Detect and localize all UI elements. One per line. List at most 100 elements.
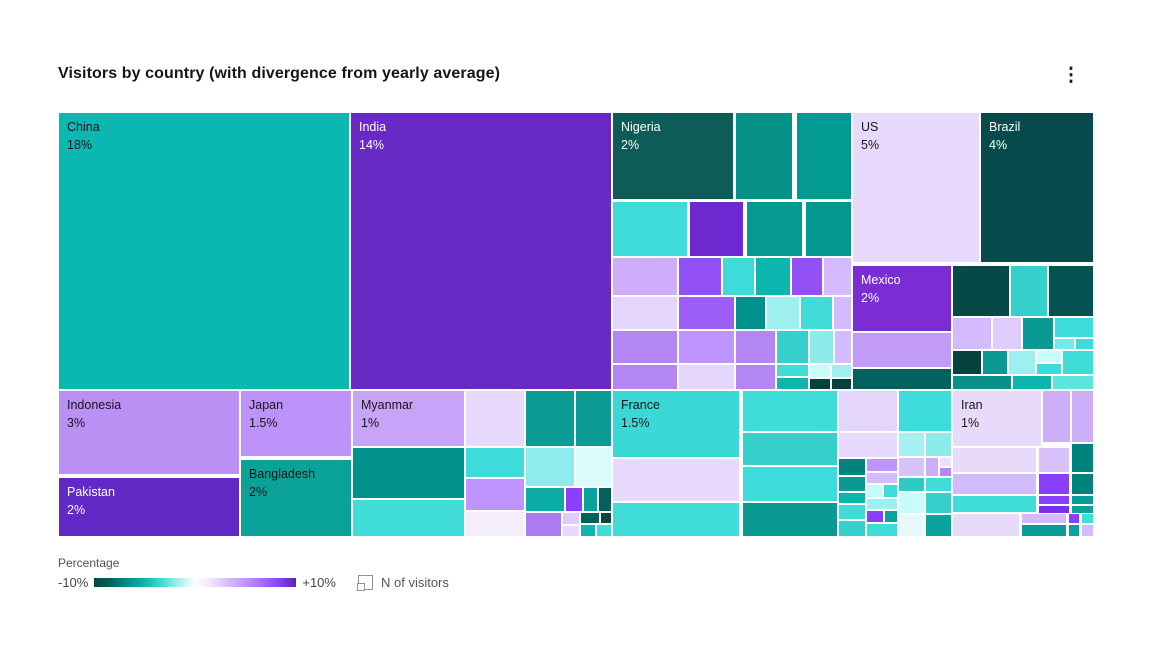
treemap-cell[interactable]	[866, 458, 898, 472]
treemap-cell-pakistan[interactable]: Pakistan 2%	[58, 477, 240, 537]
treemap-cell[interactable]	[612, 502, 740, 537]
treemap-cell[interactable]	[939, 457, 952, 467]
legend-size-label[interactable]: N of visitors	[380, 575, 449, 590]
treemap-cell[interactable]	[465, 390, 525, 447]
treemap-cell[interactable]	[1054, 317, 1094, 338]
treemap-cell[interactable]	[525, 512, 562, 537]
treemap-cell[interactable]	[525, 390, 575, 447]
treemap-cell-mexico[interactable]: Mexico 2%	[852, 265, 952, 332]
treemap-cell[interactable]	[352, 499, 465, 537]
treemap-cell[interactable]	[866, 484, 883, 498]
treemap-cell[interactable]	[1021, 513, 1067, 524]
treemap-size-icon[interactable]	[357, 575, 373, 591]
treemap-cell[interactable]	[796, 112, 852, 200]
treemap-cell-china[interactable]: China 18%	[58, 112, 350, 390]
treemap-cell[interactable]	[612, 257, 678, 296]
treemap-cell[interactable]	[1038, 447, 1070, 473]
treemap-cell[interactable]	[952, 375, 1012, 390]
treemap-cell[interactable]	[898, 492, 925, 514]
treemap-cell[interactable]	[952, 265, 1010, 317]
treemap-cell[interactable]	[866, 472, 898, 484]
treemap-cell[interactable]	[925, 514, 952, 537]
treemap-cell[interactable]	[805, 201, 852, 257]
treemap-cell[interactable]	[1008, 350, 1036, 375]
treemap-cell[interactable]	[525, 487, 565, 512]
treemap-cell[interactable]	[831, 364, 852, 378]
treemap-cell[interactable]	[678, 257, 722, 296]
treemap-cell[interactable]	[925, 477, 952, 492]
treemap-cell[interactable]	[1042, 390, 1071, 443]
treemap-cell[interactable]	[776, 330, 809, 364]
treemap-cell[interactable]	[898, 514, 925, 537]
treemap-cell[interactable]	[1071, 390, 1094, 443]
overflow-menu-button[interactable]: ⋮	[1054, 58, 1088, 92]
treemap-cell[interactable]	[1081, 513, 1094, 524]
treemap-cell[interactable]	[992, 317, 1022, 350]
treemap-cell[interactable]	[735, 364, 776, 390]
treemap-cell-japan[interactable]: Japan 1.5%	[240, 390, 352, 457]
treemap-cell-indonesia[interactable]: Indonesia 3%	[58, 390, 240, 475]
treemap-cell[interactable]	[1048, 265, 1094, 317]
treemap-cell[interactable]	[776, 364, 809, 377]
treemap-cell-myanmar[interactable]: Myanmar 1%	[352, 390, 465, 447]
treemap-cell[interactable]	[838, 520, 866, 537]
treemap-cell[interactable]	[831, 378, 852, 390]
treemap-cell[interactable]	[1010, 265, 1048, 317]
treemap-cell[interactable]	[952, 317, 992, 350]
treemap-cell[interactable]	[612, 458, 740, 502]
treemap-cell-nigeria[interactable]: Nigeria 2%	[612, 112, 734, 200]
treemap-cell[interactable]	[580, 512, 600, 524]
treemap-cell[interactable]	[1081, 524, 1094, 537]
treemap-cell[interactable]	[898, 457, 925, 477]
treemap-cell[interactable]	[838, 476, 866, 492]
treemap-cell[interactable]	[952, 495, 1037, 513]
treemap-cell[interactable]	[952, 447, 1037, 473]
treemap-cell[interactable]	[884, 510, 898, 523]
treemap-cell[interactable]	[791, 257, 823, 296]
treemap-cell[interactable]	[925, 457, 939, 477]
treemap-cell[interactable]	[612, 296, 678, 330]
treemap-cell[interactable]	[823, 257, 852, 296]
treemap-cell[interactable]	[1068, 513, 1080, 524]
treemap-cell[interactable]	[689, 201, 744, 257]
treemap-cell[interactable]	[562, 525, 580, 537]
treemap-cell[interactable]	[612, 201, 688, 257]
treemap-cell[interactable]	[722, 257, 755, 296]
treemap-cell[interactable]	[742, 466, 838, 502]
treemap-cell-france[interactable]: France 1.5%	[612, 390, 740, 458]
treemap-cell[interactable]	[866, 498, 898, 510]
treemap-cell[interactable]	[1062, 350, 1094, 375]
treemap-cell[interactable]	[1075, 338, 1094, 350]
treemap-cell[interactable]	[742, 502, 838, 537]
treemap-cell[interactable]	[1071, 443, 1094, 473]
treemap-cell[interactable]	[838, 390, 898, 432]
treemap-cell[interactable]	[580, 524, 596, 537]
treemap-cell[interactable]	[866, 523, 898, 537]
treemap-cell[interactable]	[883, 484, 898, 498]
treemap-cell[interactable]	[1038, 473, 1070, 495]
treemap-cell[interactable]	[838, 504, 866, 520]
treemap-cell[interactable]	[766, 296, 800, 330]
treemap-cell-iran[interactable]: Iran 1%	[952, 390, 1042, 447]
treemap-cell[interactable]	[852, 368, 952, 390]
treemap-cell[interactable]	[852, 332, 952, 368]
treemap-cell[interactable]	[833, 296, 852, 330]
treemap-cell[interactable]	[800, 296, 833, 330]
treemap-cell[interactable]	[465, 511, 525, 537]
treemap-cell[interactable]	[925, 492, 952, 514]
treemap-cell[interactable]	[525, 447, 575, 487]
treemap-cell[interactable]	[1038, 495, 1070, 505]
treemap-cell[interactable]	[1068, 524, 1080, 537]
treemap-cell[interactable]	[735, 112, 793, 200]
treemap-cell[interactable]	[952, 350, 982, 375]
treemap-cell[interactable]	[1071, 473, 1094, 495]
treemap-cell[interactable]	[678, 330, 735, 364]
treemap-cell[interactable]	[465, 447, 525, 478]
treemap-cell-bangladesh[interactable]: Bangladesh 2%	[240, 459, 352, 537]
treemap-cell[interactable]	[465, 478, 525, 511]
treemap-cell[interactable]	[612, 364, 678, 390]
treemap-cell-india[interactable]: India 14%	[350, 112, 612, 390]
treemap-cell[interactable]	[838, 432, 898, 458]
treemap-cell-us[interactable]: US 5%	[852, 112, 980, 263]
treemap-cell[interactable]	[742, 390, 838, 432]
